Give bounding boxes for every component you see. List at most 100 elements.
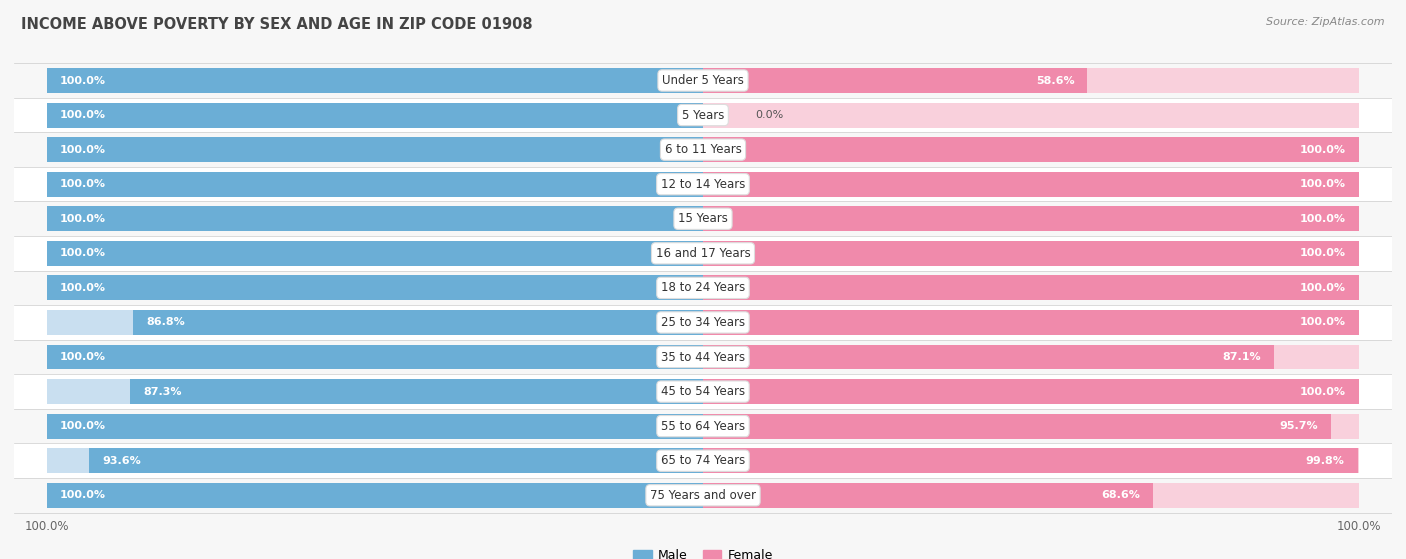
Bar	[14, 167, 1392, 201]
Text: 99.8%: 99.8%	[1306, 456, 1344, 466]
Bar	[46, 172, 703, 197]
Text: 15 Years: 15 Years	[678, 212, 728, 225]
Bar	[46, 103, 703, 127]
Text: 100.0%: 100.0%	[60, 110, 105, 120]
Bar	[703, 379, 1360, 404]
Bar	[46, 241, 703, 266]
Bar	[46, 448, 703, 473]
Bar	[14, 271, 1392, 305]
Bar	[703, 241, 1360, 266]
Text: 100.0%: 100.0%	[1301, 387, 1346, 396]
Text: 100.0%: 100.0%	[1301, 318, 1346, 328]
Text: 100.0%: 100.0%	[1301, 214, 1346, 224]
Text: 100.0%: 100.0%	[60, 179, 105, 189]
Bar	[14, 98, 1392, 132]
Bar	[46, 276, 703, 300]
Bar	[131, 379, 703, 404]
Text: Under 5 Years: Under 5 Years	[662, 74, 744, 87]
Bar	[46, 344, 703, 369]
Text: 87.1%: 87.1%	[1223, 352, 1261, 362]
Bar	[703, 483, 1153, 508]
Text: 93.6%: 93.6%	[103, 456, 141, 466]
Bar	[703, 276, 1360, 300]
Text: 18 to 24 Years: 18 to 24 Years	[661, 281, 745, 295]
Bar	[14, 340, 1392, 375]
Legend: Male, Female: Male, Female	[628, 544, 778, 559]
Text: 75 Years and over: 75 Years and over	[650, 489, 756, 502]
Bar	[46, 379, 703, 404]
Bar	[46, 137, 703, 162]
Bar	[14, 443, 1392, 478]
Bar	[46, 103, 703, 127]
Text: 12 to 14 Years: 12 to 14 Years	[661, 178, 745, 191]
Text: 95.7%: 95.7%	[1279, 421, 1317, 431]
Bar	[46, 310, 703, 335]
Bar	[14, 132, 1392, 167]
Bar	[46, 414, 703, 439]
Text: 65 to 74 Years: 65 to 74 Years	[661, 454, 745, 467]
Bar	[703, 206, 1360, 231]
Text: 45 to 54 Years: 45 to 54 Years	[661, 385, 745, 398]
Bar	[703, 276, 1360, 300]
Bar	[703, 379, 1360, 404]
Text: 6 to 11 Years: 6 to 11 Years	[665, 143, 741, 156]
Bar	[703, 172, 1360, 197]
Bar	[46, 483, 703, 508]
Bar	[14, 305, 1392, 340]
Bar	[89, 448, 703, 473]
Bar	[703, 344, 1274, 369]
Text: 100.0%: 100.0%	[1301, 145, 1346, 155]
Text: 58.6%: 58.6%	[1036, 75, 1074, 86]
Text: 86.8%: 86.8%	[146, 318, 186, 328]
Text: 100.0%: 100.0%	[60, 490, 105, 500]
Bar	[46, 241, 703, 266]
Bar	[703, 414, 1331, 439]
Text: 100.0%: 100.0%	[60, 283, 105, 293]
Bar	[134, 310, 703, 335]
Bar	[14, 375, 1392, 409]
Bar	[703, 68, 1087, 93]
Text: INCOME ABOVE POVERTY BY SEX AND AGE IN ZIP CODE 01908: INCOME ABOVE POVERTY BY SEX AND AGE IN Z…	[21, 17, 533, 32]
Text: 100.0%: 100.0%	[60, 421, 105, 431]
Bar	[703, 310, 1360, 335]
Text: 68.6%: 68.6%	[1101, 490, 1140, 500]
Bar	[703, 137, 1360, 162]
Bar	[46, 483, 703, 508]
Bar	[14, 201, 1392, 236]
Bar	[46, 68, 703, 93]
Text: 100.0%: 100.0%	[1301, 179, 1346, 189]
Text: 55 to 64 Years: 55 to 64 Years	[661, 420, 745, 433]
Bar	[14, 478, 1392, 513]
Text: 100.0%: 100.0%	[60, 248, 105, 258]
Text: 100.0%: 100.0%	[1301, 248, 1346, 258]
Text: 25 to 34 Years: 25 to 34 Years	[661, 316, 745, 329]
Bar	[703, 137, 1360, 162]
Bar	[703, 414, 1360, 439]
Bar	[46, 414, 703, 439]
Bar	[703, 310, 1360, 335]
Bar	[703, 483, 1360, 508]
Bar	[46, 344, 703, 369]
Bar	[703, 206, 1360, 231]
Bar	[46, 137, 703, 162]
Bar	[46, 276, 703, 300]
Text: 35 to 44 Years: 35 to 44 Years	[661, 350, 745, 363]
Text: 100.0%: 100.0%	[60, 145, 105, 155]
Bar	[703, 172, 1360, 197]
Text: Source: ZipAtlas.com: Source: ZipAtlas.com	[1267, 17, 1385, 27]
Text: 0.0%: 0.0%	[755, 110, 783, 120]
Text: 16 and 17 Years: 16 and 17 Years	[655, 247, 751, 260]
Bar	[703, 344, 1360, 369]
Bar	[14, 409, 1392, 443]
Text: 100.0%: 100.0%	[60, 75, 105, 86]
Bar	[703, 241, 1360, 266]
Text: 100.0%: 100.0%	[60, 214, 105, 224]
Bar	[14, 236, 1392, 271]
Text: 100.0%: 100.0%	[1301, 283, 1346, 293]
Text: 100.0%: 100.0%	[60, 352, 105, 362]
Bar	[46, 68, 703, 93]
Text: 87.3%: 87.3%	[143, 387, 181, 396]
Bar	[46, 206, 703, 231]
Bar	[703, 68, 1360, 93]
Bar	[703, 103, 1360, 127]
